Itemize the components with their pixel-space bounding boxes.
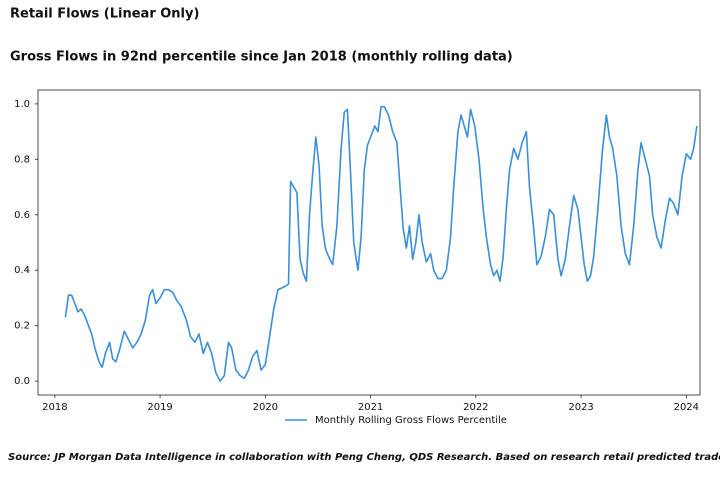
y-tick-label: 0.8 [14, 154, 30, 165]
x-tick-label: 2022 [463, 402, 488, 413]
chart-subtitle: Gross Flows in 92nd percentile since Jan… [10, 50, 513, 65]
x-tick-label: 2021 [358, 402, 383, 413]
x-tick-label: 2023 [568, 402, 593, 413]
x-tick-label: 2020 [253, 402, 278, 413]
x-tick-label: 2024 [674, 402, 699, 413]
y-tick-label: 0.4 [14, 265, 30, 276]
y-tick-label: 1.0 [14, 99, 30, 110]
x-tick-label: 2019 [147, 402, 172, 413]
y-tick-label: 0.6 [14, 210, 30, 221]
source-note: Source: JP Morgan Data Intelligence in c… [8, 452, 720, 463]
plot-frame [37, 89, 701, 396]
data-line [64, 105, 698, 382]
legend-label: Monthly Rolling Gross Flows Percentile [315, 415, 507, 426]
chart-title: Retail Flows (Linear Only) [10, 7, 199, 22]
y-tick-label: 0.2 [14, 321, 30, 332]
y-tick-label: 0.0 [14, 376, 30, 387]
x-tick-label: 2018 [42, 402, 67, 413]
